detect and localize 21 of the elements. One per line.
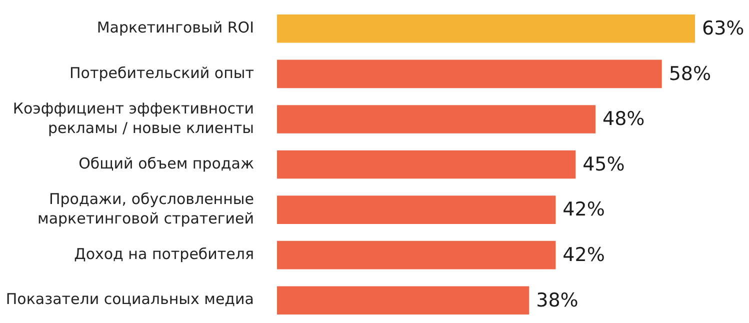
data-label: 63%	[702, 18, 744, 40]
y-tick-label: Продажи, обусловленные маркетинговой стратегией	[38, 190, 254, 228]
bar	[277, 240, 556, 270]
y-tick-label: Маркетинговый ROI	[96, 18, 254, 37]
y-tick-label: Доход на потребителя	[74, 244, 254, 263]
y-tick-label: Потребительский опыт	[70, 64, 254, 82]
y-tick-label: Общий объем продаж	[78, 154, 254, 172]
bar	[277, 286, 530, 315]
data-label: 42%	[562, 198, 605, 221]
y-tick-label: Показатели социальных медиа	[6, 290, 254, 308]
data-label: 42%	[562, 244, 605, 266]
bar	[277, 150, 576, 179]
data-label: 45%	[582, 153, 625, 176]
bar	[277, 196, 556, 224]
bar	[277, 14, 695, 43]
y-tick-label: Коэффициент эффективности рекламы / новые клиенты	[12, 99, 254, 137]
data-label: 48%	[602, 108, 645, 130]
data-label: 38%	[536, 289, 578, 312]
bar	[277, 60, 662, 88]
data-label: 58%	[668, 62, 712, 85]
bar	[277, 105, 596, 134]
